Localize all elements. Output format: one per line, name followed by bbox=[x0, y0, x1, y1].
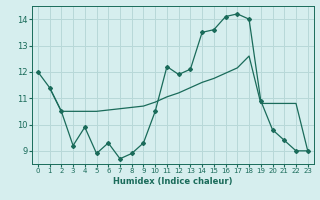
X-axis label: Humidex (Indice chaleur): Humidex (Indice chaleur) bbox=[113, 177, 233, 186]
